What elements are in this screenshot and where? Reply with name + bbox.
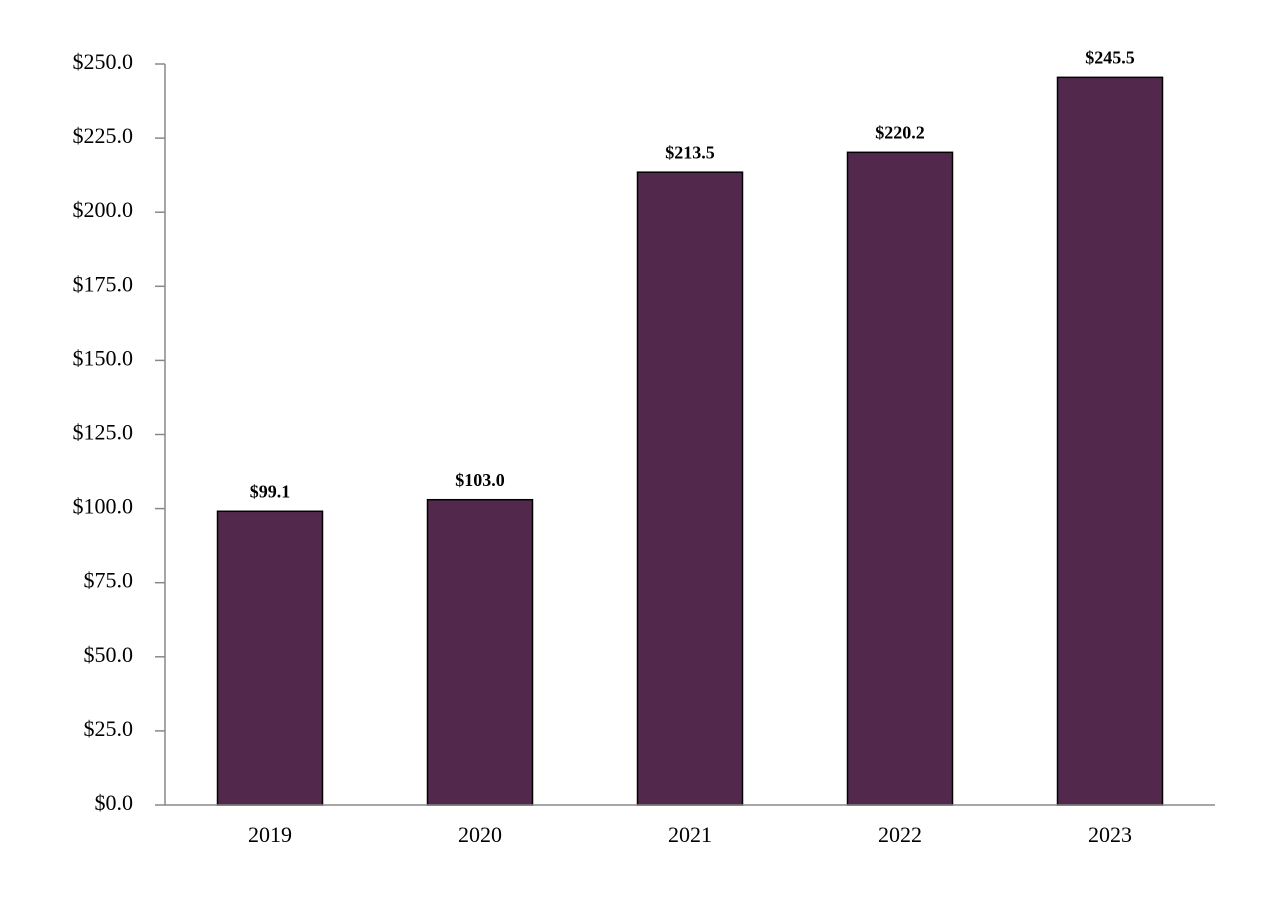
value-label: $213.5	[665, 142, 715, 162]
bar	[1056, 76, 1164, 806]
y-tick-label: $175.0	[73, 271, 134, 296]
y-tick-label: $225.0	[73, 123, 134, 148]
x-tick-label: 2022	[878, 822, 922, 847]
bar	[846, 151, 954, 806]
x-tick-label: 2020	[458, 822, 502, 847]
value-label: $99.1	[250, 481, 291, 501]
x-tick-label: 2021	[668, 822, 712, 847]
bar	[636, 171, 744, 806]
value-label: $220.2	[875, 122, 925, 142]
y-tick-label: $200.0	[73, 197, 134, 222]
y-tick-label: $125.0	[73, 420, 134, 445]
y-tick-label: $150.0	[73, 345, 134, 370]
y-tick-label: $250.0	[73, 49, 134, 74]
y-tick-label: $25.0	[84, 716, 134, 741]
y-tick-label: $75.0	[84, 568, 134, 593]
y-tick-label: $100.0	[73, 494, 134, 519]
y-tick-label: $50.0	[84, 642, 134, 667]
value-label: $103.0	[455, 470, 505, 490]
x-tick-label: 2023	[1088, 822, 1132, 847]
bar	[216, 510, 324, 806]
value-label: $245.5	[1085, 47, 1135, 67]
y-tick-label: $0.0	[95, 790, 134, 815]
x-tick-label: 2019	[248, 822, 292, 847]
bar	[426, 498, 534, 806]
